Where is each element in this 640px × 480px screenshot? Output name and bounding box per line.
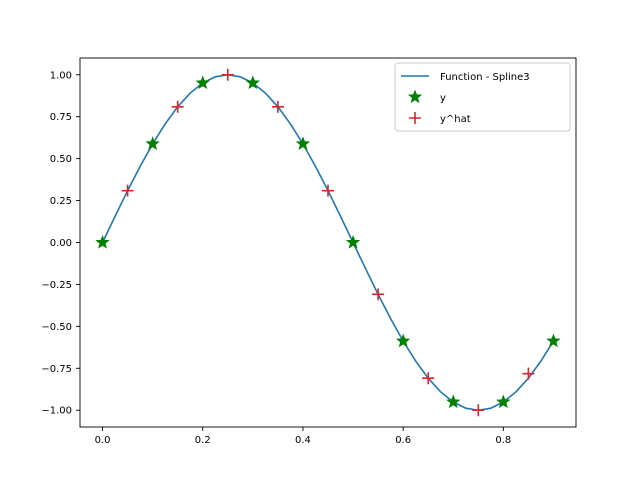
point-yhat-3 — [271, 100, 284, 113]
point-yhat-2 — [221, 68, 234, 81]
point-yhat-5 — [372, 288, 385, 301]
y-tick-label-0: 1.00 — [50, 70, 72, 81]
x-tick-label-2: 0.4 — [295, 435, 311, 446]
point-yhat-8 — [522, 367, 535, 380]
point-y-1 — [145, 136, 160, 150]
y-tick-label-4: 0.00 — [50, 238, 72, 249]
legend: Function - Spline3 y y^hat — [394, 62, 571, 132]
legend-handle-2 — [409, 112, 421, 124]
point-y-8 — [496, 394, 511, 409]
plot-area — [95, 68, 561, 417]
point-y-3 — [245, 75, 260, 90]
y-tick-label-6: −0.50 — [41, 322, 72, 333]
legend-label-1: y — [440, 93, 446, 104]
legend-handle-1 — [407, 89, 423, 104]
legend-label-0: Function - Spline3 — [440, 72, 530, 83]
x-tick-label-1: 0.2 — [195, 435, 211, 446]
point-y-9 — [546, 333, 561, 348]
x-tick-label-4: 0.8 — [495, 435, 511, 446]
point-y-5 — [345, 235, 361, 249]
point-yhat-7 — [472, 404, 485, 417]
legend-box — [394, 62, 571, 132]
axes: 0.0 0.2 0.4 0.6 0.8 1.00 0.75 0.50 0.25 0.00 −0.25… — [41, 57, 577, 446]
point-yhat-0 — [121, 184, 134, 197]
y-tick-label-5: −0.25 — [41, 280, 72, 291]
y-tick-label-8: −1.00 — [41, 406, 72, 417]
y-tick-label-3: 0.25 — [50, 196, 72, 207]
y-tick-label-2: 0.50 — [50, 154, 72, 165]
y-tick-label-1: 0.75 — [50, 112, 72, 123]
x-tick-label-0: 0.0 — [95, 435, 111, 446]
point-y-2 — [195, 75, 210, 90]
point-yhat-1 — [171, 100, 184, 113]
point-y-6 — [396, 333, 411, 348]
point-y-7 — [446, 394, 461, 409]
x-tick-label-3: 0.6 — [395, 435, 411, 446]
point-yhat-6 — [422, 372, 435, 385]
point-y-4 — [295, 136, 311, 150]
y-tick-label-7: −0.75 — [41, 364, 72, 375]
legend-label-2: y^hat — [440, 114, 471, 125]
point-y-0 — [95, 235, 110, 249]
point-yhat-4 — [322, 184, 334, 197]
